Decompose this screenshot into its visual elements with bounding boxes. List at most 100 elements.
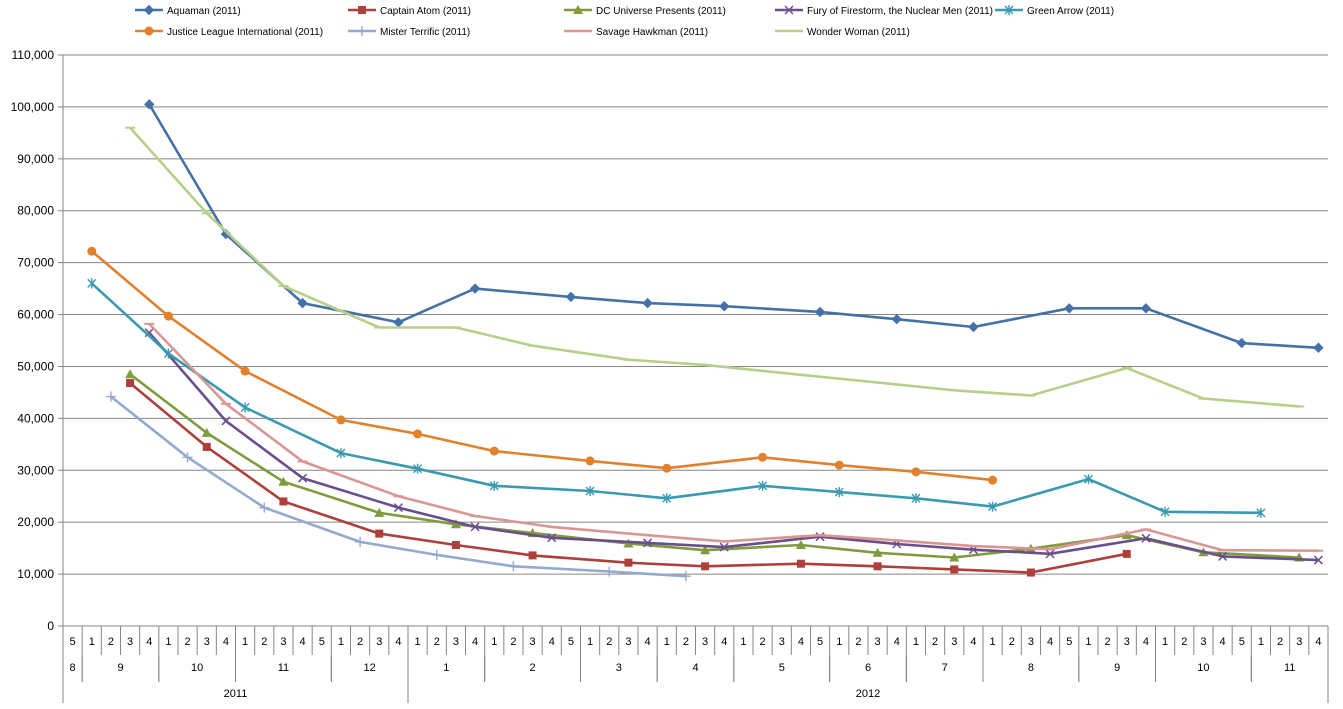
y-tick-label: 60,000 — [17, 308, 54, 322]
y-tick-label: 30,000 — [17, 463, 54, 477]
legend-item: Mister Terrific (2011) — [348, 26, 470, 38]
data-point — [163, 348, 173, 359]
x-week-label: 1 — [89, 636, 95, 648]
legend-marker — [357, 26, 367, 36]
x-week-label: 3 — [951, 636, 957, 648]
data-point — [680, 571, 691, 582]
data-point — [891, 314, 902, 325]
data-point — [489, 446, 499, 456]
x-week-label: 1 — [990, 636, 996, 648]
legend-label: Captain Atom (2011) — [380, 6, 471, 17]
x-week-label: 5 — [817, 636, 823, 648]
data-point — [431, 549, 442, 560]
x-week-label: 4 — [970, 636, 976, 648]
x-week-label: 4 — [1315, 636, 1321, 648]
x-week-label: 4 — [146, 636, 152, 648]
data-point — [87, 278, 97, 289]
x-week-label: 2 — [108, 636, 114, 648]
data-point — [125, 369, 136, 379]
legend-label: Green Arrow (2011) — [1027, 6, 1114, 17]
x-week-label: 4 — [1220, 636, 1226, 648]
data-point — [375, 529, 384, 538]
x-week-label: 3 — [1200, 636, 1206, 648]
data-point — [278, 476, 289, 486]
data-point — [911, 467, 921, 477]
x-week-label: 1 — [491, 636, 497, 648]
legend-item: Justice League International (2011) — [135, 26, 323, 38]
x-month-label: 9 — [117, 662, 123, 674]
x-week-label: 3 — [1124, 636, 1130, 648]
legend-marker — [1004, 5, 1014, 15]
x-week-label: 4 — [472, 636, 478, 648]
series-5 — [87, 246, 998, 485]
x-month-label: 11 — [278, 662, 289, 674]
data-point — [1083, 474, 1093, 485]
data-point — [163, 311, 173, 321]
x-week-label: 3 — [453, 636, 459, 648]
legend-item: Green Arrow (2011) — [995, 5, 1114, 17]
data-point — [201, 427, 212, 437]
x-week-label: 1 — [836, 636, 842, 648]
legend-item: Savage Hawkman (2011) — [564, 27, 708, 38]
x-week-label: 3 — [376, 636, 382, 648]
x-week-label: 1 — [740, 636, 746, 648]
x-year-label: 2012 — [856, 688, 880, 700]
x-month-label: 9 — [1114, 662, 1120, 674]
legend-label: DC Universe Presents (2011) — [596, 6, 726, 17]
x-week-label: 3 — [779, 636, 785, 648]
x-week-label: 1 — [1162, 636, 1168, 648]
data-point — [758, 452, 768, 462]
legend-item: Captain Atom (2011) — [348, 6, 471, 17]
legend-item: DC Universe Presents (2011) — [564, 5, 726, 17]
x-month-label: 2 — [530, 662, 536, 674]
data-point — [508, 561, 519, 572]
x-month-label: 3 — [616, 662, 622, 674]
data-point — [202, 442, 211, 451]
x-week-label: 3 — [530, 636, 536, 648]
x-week-label: 3 — [204, 636, 210, 648]
x-week-label: 3 — [702, 636, 708, 648]
x-week-label: 5 — [1066, 636, 1072, 648]
data-point — [642, 297, 653, 309]
x-week-label: 2 — [932, 636, 938, 648]
y-tick-label: 110,000 — [12, 48, 55, 62]
legend-marker — [144, 26, 154, 36]
data-point — [1140, 303, 1152, 314]
x-week-label: 1 — [913, 636, 919, 648]
x-week-label: 4 — [645, 636, 651, 648]
legend-item: Fury of Firestorm, the Nuclear Men (2011… — [775, 5, 993, 17]
y-tick-label: 50,000 — [17, 359, 54, 373]
series-7 — [144, 322, 1324, 552]
x-week-label: 2 — [1181, 636, 1187, 648]
x-week-label: 1 — [415, 636, 421, 648]
legend-label: Fury of Firestorm, the Nuclear Men (2011… — [807, 6, 993, 17]
data-point — [1160, 506, 1170, 517]
data-point — [144, 99, 155, 110]
data-point — [1064, 303, 1075, 314]
data-point — [643, 538, 653, 548]
data-point — [182, 452, 193, 463]
data-point — [949, 552, 960, 562]
x-month-label: 1 — [443, 662, 449, 674]
x-week-label: 1 — [242, 636, 248, 648]
data-point — [489, 480, 499, 491]
data-point — [796, 559, 805, 568]
data-point — [988, 475, 998, 485]
data-point — [105, 391, 116, 402]
data-point — [758, 480, 768, 491]
series-lines — [87, 99, 1324, 582]
data-point — [795, 540, 806, 550]
data-point — [968, 321, 979, 333]
data-point — [814, 306, 826, 318]
data-point — [240, 366, 250, 376]
data-point — [87, 246, 97, 256]
data-point — [701, 562, 710, 571]
x-week-label: 4 — [223, 636, 229, 648]
y-tick-label: 20,000 — [17, 515, 54, 529]
x-month-label: 5 — [779, 662, 785, 674]
data-point — [873, 562, 882, 571]
data-point — [469, 283, 481, 294]
data-point — [470, 522, 480, 532]
data-point — [355, 536, 366, 547]
data-point — [1256, 507, 1266, 518]
